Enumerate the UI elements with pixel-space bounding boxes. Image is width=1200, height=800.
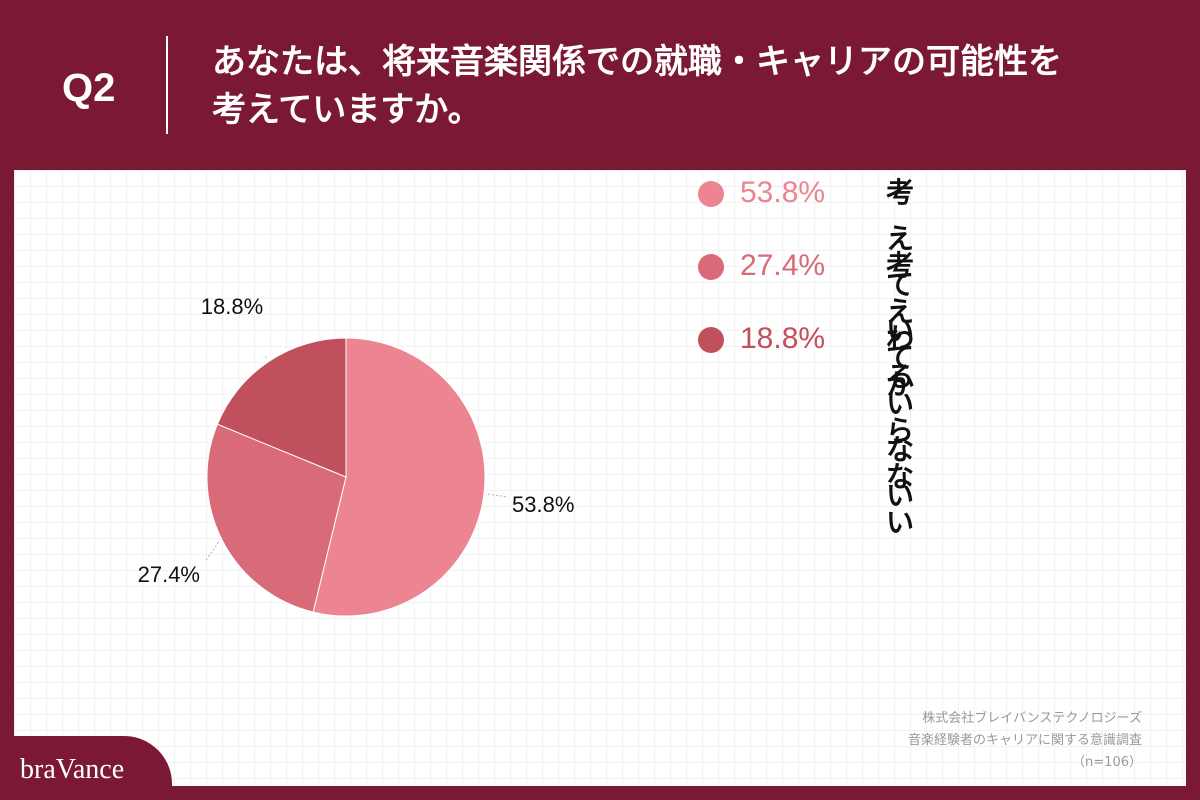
source-note: 株式会社ブレイバンステクノロジーズ 音楽経験者のキャリアに関する意識調査 （n=…	[908, 708, 1142, 774]
data-label-thinking: 53.8%	[512, 492, 574, 517]
legend-label: わからない	[886, 322, 915, 539]
legend-label: 考えている	[886, 176, 915, 393]
logo-tab	[0, 736, 172, 800]
legend-swatch	[698, 181, 724, 207]
header: Q2 あなたは、将来音楽関係での就職・キャリアの可能性を 考えていますか。	[0, 0, 1200, 170]
leader-line-thinking	[487, 493, 509, 498]
legend-percent: 27.4%	[740, 249, 826, 282]
question-line-2: 考えていますか。	[212, 90, 482, 130]
data-label-unsure: 18.8%	[201, 294, 263, 319]
source-survey: 音楽経験者のキャリアに関する意識調査	[907, 733, 1142, 748]
bravance-logo: braVance	[20, 754, 125, 785]
question-line-1: あなたは、将来音楽関係での就職・キャリアの可能性を	[212, 42, 1062, 82]
legend: 53.8% 考えている 27.4% 考えていない 18.8% わからない	[686, 170, 1166, 539]
leader-line-unsure	[264, 355, 267, 359]
leader-line-not-thinking	[204, 541, 220, 563]
pie-slice-thinking	[312, 337, 486, 617]
question-text: あなたは、将来音楽関係での就職・キャリアの可能性を 考えていますか。	[212, 38, 1172, 134]
legend-percent: 53.8%	[740, 176, 826, 209]
question-number: Q2	[62, 66, 116, 110]
data-label-not-thinking: 27.4%	[138, 562, 200, 587]
pie-slice-not-thinking	[206, 423, 347, 613]
source-company: 株式会社ブレイバンステクノロジーズ	[922, 711, 1142, 726]
header-divider	[166, 36, 168, 134]
source-sample-size: （n=106）	[1072, 755, 1142, 770]
legend-swatch	[698, 327, 724, 353]
pie-slice-unsure	[216, 337, 347, 478]
legend-label: 考えていない	[886, 249, 915, 512]
legend-percent: 18.8%	[740, 322, 826, 355]
legend-swatch	[698, 254, 724, 280]
